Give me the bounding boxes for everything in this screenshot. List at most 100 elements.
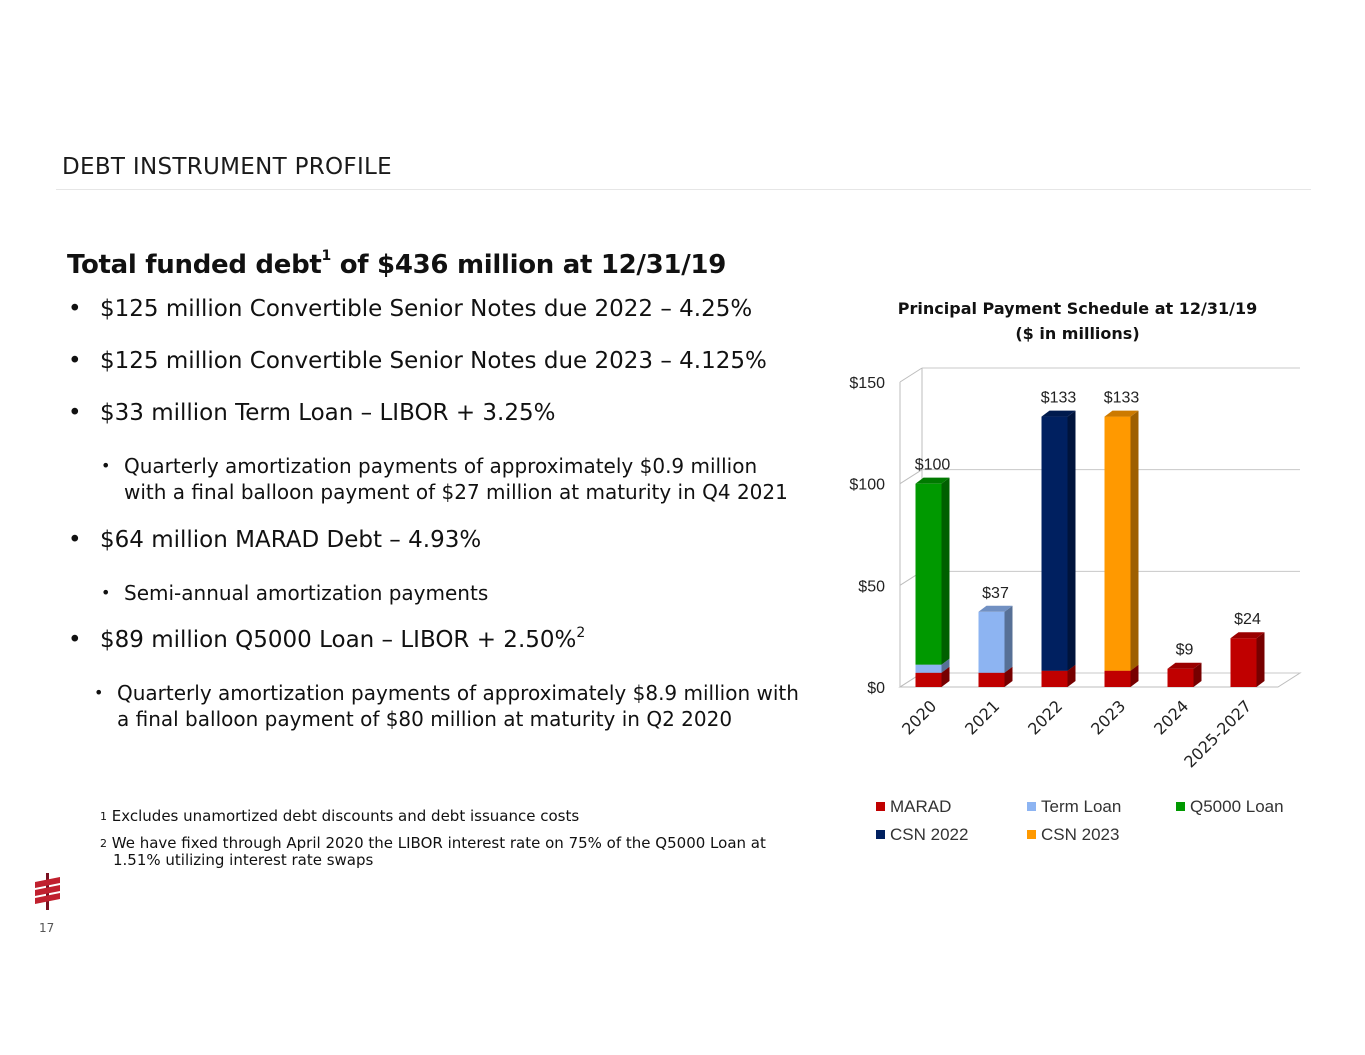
legend-swatch — [1027, 802, 1036, 811]
x-tick-label: 2025-2027 — [1180, 696, 1255, 771]
bar-segment-top — [1167, 662, 1202, 669]
bar-segment-side — [1004, 666, 1013, 687]
bar-segment-top — [1041, 410, 1076, 417]
sub-bullet-glyph: • — [101, 456, 111, 475]
legend-swatch — [1176, 802, 1185, 811]
bar-segment-side — [1067, 664, 1076, 687]
bar-segment — [1104, 416, 1131, 671]
x-tick-label: 2022 — [1024, 696, 1066, 738]
bar-total-label: $133 — [1104, 390, 1140, 407]
bar-segment-top — [1104, 410, 1139, 417]
bar-segment-side — [1256, 632, 1265, 687]
sub-bullet-line: Semi-annual amortization payments — [124, 581, 489, 605]
legend-label: CSN 2022 — [890, 825, 969, 844]
header-divider — [56, 189, 1311, 190]
x-tick-label: 2020 — [898, 696, 940, 738]
legend-label: MARAD — [890, 797, 952, 816]
bar-total-label: $37 — [982, 585, 1009, 602]
x-tick-label: 2023 — [1087, 696, 1129, 738]
bullet-text: $33 million Term Loan – LIBOR + 3.25% — [100, 400, 556, 426]
bar-segment — [1041, 670, 1068, 687]
footnote-2: 2 We have fixed through April 2020 the L… — [100, 835, 766, 869]
headline-rest: of $436 million at 12/31/19 — [330, 250, 727, 280]
bullet-csn-2022: • $125 million Convertible Senior Notes d… — [68, 296, 753, 322]
y-tick-label: $100 — [849, 477, 885, 494]
bullet-glyph: • — [68, 527, 82, 553]
bullet-glyph: • — [68, 400, 82, 426]
legend-item: CSN 2022 — [876, 825, 968, 845]
section-title: DEBT INSTRUMENT PROFILE — [62, 154, 392, 180]
bar-segment-side — [1130, 410, 1139, 671]
legend-swatch — [876, 830, 885, 839]
legend-label: Term Loan — [1041, 797, 1122, 816]
legend-item: MARAD — [876, 797, 951, 817]
legend-swatch — [1027, 830, 1036, 839]
gridline-diagonal — [899, 367, 923, 383]
bar-segment-top — [915, 477, 950, 484]
bar-segment — [1167, 668, 1194, 687]
legend-label: Q5000 Loan — [1190, 797, 1284, 816]
footnote-text: We have fixed through April 2020 the LIB… — [111, 834, 766, 852]
bar-segment — [915, 664, 942, 673]
company-logo-icon — [35, 873, 60, 910]
bar-total-label: $24 — [1234, 611, 1261, 628]
bar-segment — [915, 483, 942, 665]
bar-segment — [1041, 416, 1068, 671]
bullet-csn-2023: • $125 million Convertible Senior Notes d… — [68, 348, 767, 374]
sub-bullet-q5000: • Quarterly amortization payments of appr… — [94, 680, 799, 732]
bullet-footnote-ref: 2 — [576, 625, 586, 641]
sub-bullet-line: a final balloon payment of $80 million a… — [117, 707, 733, 731]
x-tick-label: 2024 — [1150, 696, 1192, 738]
bullet-glyph: • — [68, 348, 82, 374]
headline-footnote-ref: 1 — [321, 248, 332, 264]
bullet-text: $125 million Convertible Senior Notes du… — [100, 296, 753, 322]
legend-item: Term Loan — [1027, 797, 1121, 817]
bar-segment-side — [1067, 410, 1076, 671]
bar-segment — [915, 672, 942, 687]
bar-segment-side — [1193, 662, 1202, 687]
bar-segment-side — [941, 477, 950, 665]
legend-item: Q5000 Loan — [1176, 797, 1284, 817]
sub-bullet-marad: • Semi-annual amortization payments — [101, 580, 489, 606]
bar-total-label: $133 — [1041, 390, 1077, 407]
bullet-q5000: • $89 million Q5000 Loan – LIBOR + 2.50%2 — [68, 625, 586, 653]
bar-segment-side — [1130, 664, 1139, 687]
bullet-text: $89 million Q5000 Loan – LIBOR + 2.50% — [100, 627, 577, 653]
footnote-number: 2 — [100, 837, 107, 850]
bullet-glyph: • — [68, 627, 82, 653]
y-tick-label: $50 — [858, 578, 885, 595]
sub-bullet-line: with a final balloon payment of $27 mill… — [124, 480, 788, 504]
bar-segment — [1230, 638, 1257, 687]
chart-title-block: Principal Payment Schedule at 12/31/19 (… — [880, 296, 1275, 346]
y-tick-label: $150 — [849, 375, 885, 392]
bar-segment-side — [941, 658, 950, 673]
bullet-glyph: • — [68, 296, 82, 322]
footnote-text-cont: 1.51% utilizing interest rate swaps — [113, 851, 374, 869]
bar-segment — [1104, 670, 1131, 687]
headline: Total funded debt1 of $436 million at 12… — [67, 248, 727, 280]
bar-total-label: $9 — [1176, 642, 1194, 659]
footnote-text: Excludes unamortized debt discounts and … — [111, 807, 580, 825]
chart-subtitle: ($ in millions) — [1015, 324, 1140, 343]
sub-bullet-glyph: • — [101, 583, 111, 602]
headline-text: Total funded debt — [67, 250, 322, 280]
bar-segment-side — [941, 666, 950, 687]
bar-segment-top — [978, 605, 1013, 612]
footnote-1: 1 Excludes unamortized debt discounts an… — [100, 808, 579, 825]
legend-label: CSN 2023 — [1041, 825, 1120, 844]
bar-total-label: $100 — [915, 457, 951, 474]
gridline-diagonal — [899, 469, 923, 485]
bar-segment — [978, 611, 1005, 673]
bullet-text: $64 million MARAD Debt – 4.93% — [100, 527, 482, 553]
footnote-number: 1 — [100, 810, 107, 823]
bar-segment-top — [1230, 632, 1265, 639]
principal-payment-chart: $0 $50 $100 $150 $100 2020 $37 2021 $133 2022 $133… — [849, 367, 1302, 772]
page-number: 17 — [39, 921, 55, 935]
bar-segment — [978, 672, 1005, 687]
sub-bullet-line: Quarterly amortization payments of appro… — [117, 681, 799, 705]
bullet-term-loan: • $33 million Term Loan – LIBOR + 3.25% — [68, 400, 556, 426]
bar-segment-side — [1004, 605, 1013, 673]
sub-bullet-line: Quarterly amortization payments of appro… — [124, 454, 758, 478]
bullet-text: $125 million Convertible Senior Notes du… — [100, 348, 767, 374]
chart-title: Principal Payment Schedule at 12/31/19 — [897, 299, 1258, 318]
